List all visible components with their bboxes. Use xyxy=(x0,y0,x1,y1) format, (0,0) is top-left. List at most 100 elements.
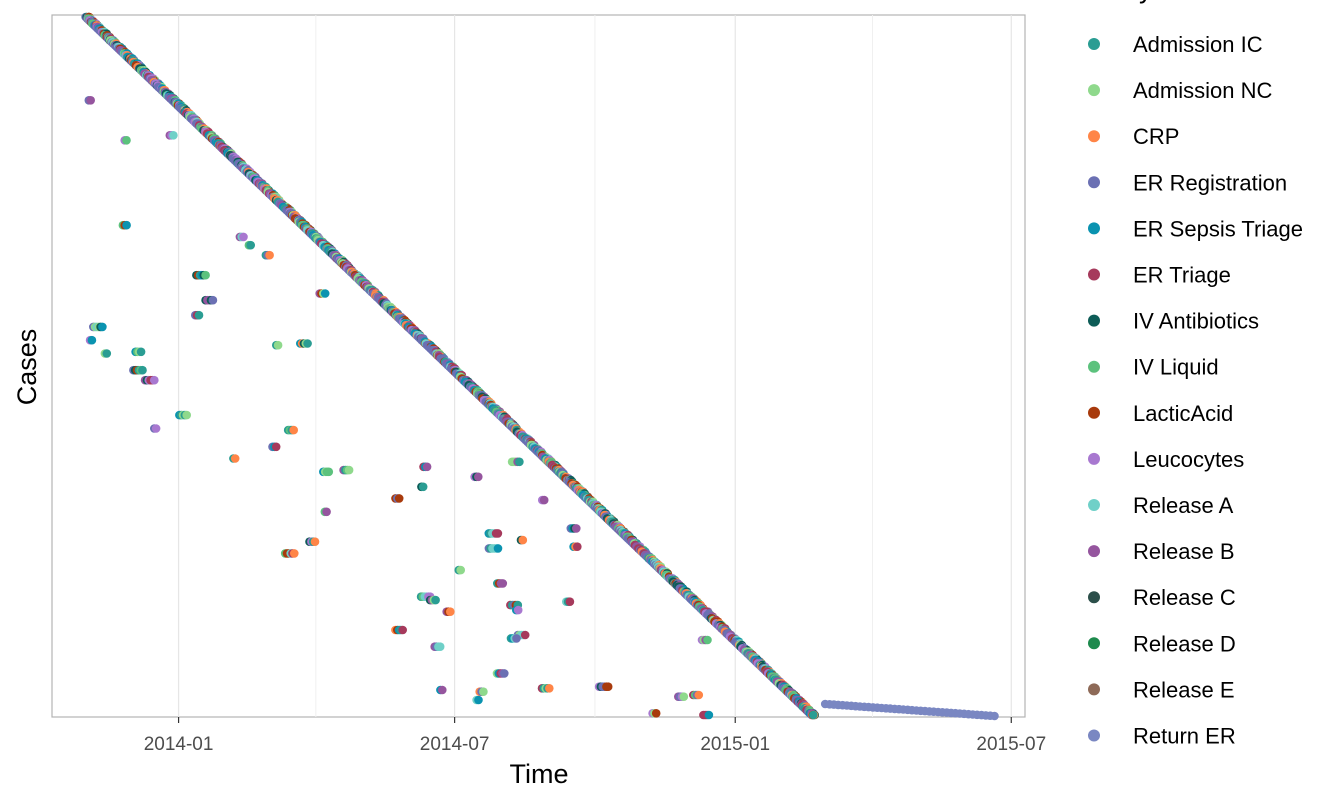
legend-key-9 xyxy=(1088,452,1100,465)
case-point xyxy=(990,711,999,721)
case-point xyxy=(246,240,255,250)
case-point xyxy=(431,595,440,605)
case-point xyxy=(456,565,466,575)
case-point xyxy=(398,625,408,635)
case-point xyxy=(344,465,354,475)
case-point xyxy=(150,375,159,385)
case-point xyxy=(394,494,404,503)
case-point xyxy=(513,605,523,615)
case-point xyxy=(320,289,330,298)
legend-label-8: LacticAcid xyxy=(1133,401,1233,426)
case-point xyxy=(539,495,549,505)
case-point xyxy=(324,467,334,477)
case-point xyxy=(493,529,503,538)
legend-label-9: Leucocytes xyxy=(1133,447,1244,472)
legend-label-7: IV Liquid xyxy=(1133,355,1219,380)
case-point xyxy=(271,442,281,452)
data-points xyxy=(81,12,999,721)
case-point xyxy=(289,425,299,435)
legend-label-6: IV Antibiotics xyxy=(1133,309,1259,334)
case-point xyxy=(138,365,147,375)
case-point xyxy=(418,482,428,492)
case-point xyxy=(474,695,483,705)
case-point xyxy=(498,579,508,588)
legend-label-5: ER Triage xyxy=(1133,263,1231,288)
case-point xyxy=(573,542,582,551)
legend-key-6 xyxy=(1088,314,1100,327)
case-point xyxy=(102,349,112,358)
x-axis-title: Time xyxy=(510,759,569,789)
legend-label-14: Release E xyxy=(1133,677,1235,702)
case-point xyxy=(651,709,661,718)
legend-label-3: ER Registration xyxy=(1133,170,1287,195)
case-point xyxy=(265,250,274,260)
legend-label-15: Return ER xyxy=(1133,724,1236,749)
case-point xyxy=(230,454,240,463)
legend-key-14 xyxy=(1088,683,1100,696)
case-point xyxy=(182,410,191,420)
case-point xyxy=(239,232,248,242)
legend-key-13 xyxy=(1088,637,1100,650)
case-point xyxy=(493,544,503,553)
case-point xyxy=(679,692,689,701)
case-point xyxy=(86,96,95,105)
case-point xyxy=(438,685,447,695)
case-point xyxy=(545,684,554,693)
legend-key-11 xyxy=(1088,545,1100,558)
case-point xyxy=(479,687,488,696)
case-point xyxy=(520,630,530,640)
legend-label-13: Release D xyxy=(1133,631,1236,656)
case-point xyxy=(322,507,331,517)
legend-key-4 xyxy=(1088,222,1100,235)
case-point xyxy=(512,634,521,643)
case-point xyxy=(474,472,483,482)
legend-key-5 xyxy=(1088,268,1100,281)
case-point xyxy=(500,669,509,678)
legend-key-10 xyxy=(1088,499,1100,511)
case-point xyxy=(310,537,320,546)
case-point xyxy=(565,597,575,606)
legend-key-12 xyxy=(1088,591,1100,604)
legend-label-11: Release B xyxy=(1133,539,1235,564)
case-point xyxy=(809,710,818,720)
legend-key-3 xyxy=(1088,176,1100,189)
legend-label-0: Admission IC xyxy=(1133,32,1263,57)
case-point xyxy=(87,335,97,345)
legend-key-0 xyxy=(1088,38,1100,50)
legend-key-7 xyxy=(1088,360,1100,373)
legend-label-2: CRP xyxy=(1133,124,1179,149)
case-point xyxy=(704,710,714,720)
case-point xyxy=(201,270,210,280)
case-point xyxy=(98,322,107,332)
case-point xyxy=(435,642,445,651)
legend-title: activity xyxy=(1070,0,1153,4)
x-tick-label: 2015-07 xyxy=(976,734,1046,755)
legend-key-1 xyxy=(1088,84,1100,97)
case-point xyxy=(136,347,146,357)
y-axis-title: Cases xyxy=(12,329,42,406)
case-point xyxy=(703,635,712,645)
legend-label-10: Release A xyxy=(1133,493,1234,518)
legend: Admission IC Admission NC CRP ER Registrati… xyxy=(1088,32,1303,749)
case-point xyxy=(208,295,218,305)
legend-key-8 xyxy=(1088,406,1100,419)
legend-key-15 xyxy=(1088,729,1100,742)
case-point xyxy=(290,549,299,558)
legend-label-1: Admission NC xyxy=(1133,78,1272,103)
case-point xyxy=(422,462,432,472)
case-point xyxy=(694,690,704,700)
case-point xyxy=(122,220,131,230)
case-point xyxy=(603,682,613,691)
case-point xyxy=(518,535,528,545)
case-point xyxy=(515,457,524,467)
case-point xyxy=(273,340,283,350)
case-point xyxy=(446,607,455,616)
case-point xyxy=(151,424,161,433)
case-point xyxy=(169,131,178,140)
legend-label-4: ER Sepsis Triage xyxy=(1133,216,1303,241)
case-point xyxy=(122,136,131,145)
legend-key-2 xyxy=(1088,130,1100,143)
legend-label-12: Release C xyxy=(1133,585,1236,610)
x-tick-label: 2015-01 xyxy=(700,734,770,755)
